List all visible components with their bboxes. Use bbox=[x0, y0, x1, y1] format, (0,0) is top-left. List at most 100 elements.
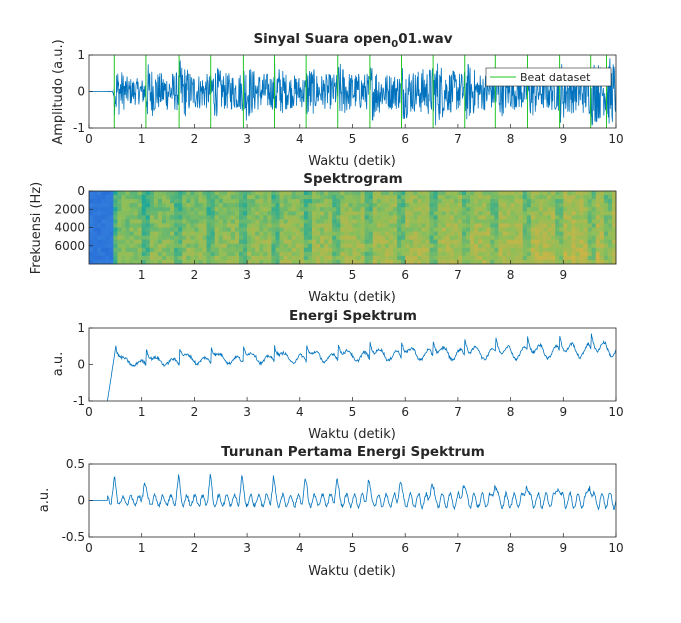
spectrogram-cell bbox=[348, 219, 353, 224]
spectrogram-cell bbox=[437, 247, 443, 253]
spectrogram-cell bbox=[364, 191, 370, 196]
spectrogram-cell bbox=[324, 195, 329, 200]
spectrogram-cell bbox=[145, 203, 151, 208]
spectrogram-cell bbox=[279, 247, 284, 253]
spectrogram-cell bbox=[145, 255, 151, 261]
spectrogram-cell bbox=[263, 199, 268, 204]
spectrogram-cell bbox=[133, 211, 139, 216]
spectrogram-cell bbox=[303, 207, 309, 212]
spectrogram-cell bbox=[437, 203, 443, 208]
spectrogram-cell bbox=[153, 231, 159, 237]
spectrogram-cell bbox=[543, 255, 548, 261]
spectrogram-cell bbox=[109, 215, 114, 220]
spectrogram-cell bbox=[332, 207, 337, 212]
spectrogram-cell bbox=[356, 247, 361, 253]
spectrogram-cell bbox=[93, 215, 98, 220]
spectrogram-cell bbox=[555, 219, 560, 224]
spectrogram-cell bbox=[611, 207, 617, 212]
derivative-plot bbox=[89, 473, 616, 511]
spectrogram-cell bbox=[530, 243, 536, 249]
energy-panel: Energi Spektrum 0 1 2 3 4 5 6 7 8 9 10-101 Waktu (… bbox=[51, 308, 624, 442]
spectrogram-cell bbox=[311, 207, 317, 212]
spectrogram-cell bbox=[457, 199, 463, 204]
spectrogram-cell bbox=[303, 223, 309, 228]
spectrogram-cell bbox=[121, 251, 126, 257]
legend-beat-label: Beat dataset bbox=[520, 71, 591, 84]
spectrogram-cell bbox=[530, 203, 536, 208]
spectrogram-cell bbox=[405, 231, 410, 237]
spectrogram-cell bbox=[498, 219, 503, 224]
spectrogram-cell bbox=[174, 231, 179, 237]
spectrogram-cell bbox=[121, 255, 126, 261]
spectrogram-cell bbox=[328, 203, 333, 208]
spectrogram-cell bbox=[393, 255, 398, 261]
spectrogram-cell bbox=[161, 223, 167, 228]
spectrogram-cell bbox=[336, 207, 341, 212]
spectrogram-cell bbox=[145, 243, 151, 249]
spectrogram-cell bbox=[571, 207, 576, 212]
spectrogram-cell bbox=[449, 239, 455, 245]
spectrogram-cell bbox=[445, 255, 451, 261]
spectrogram-cell bbox=[255, 231, 260, 237]
spectrogram-cell bbox=[551, 195, 556, 200]
spectrogram-cell bbox=[595, 239, 601, 245]
spectrogram-cell bbox=[388, 239, 394, 245]
spectrogram-cell bbox=[433, 215, 439, 220]
spectrogram-cell bbox=[611, 251, 617, 257]
spectrogram-cell bbox=[360, 235, 366, 241]
spectrogram-cell bbox=[263, 211, 268, 216]
spectrogram-cell bbox=[559, 235, 564, 241]
spectrogram-cell bbox=[538, 227, 544, 232]
spectrogram-cell bbox=[555, 227, 560, 232]
spectrogram-cell bbox=[478, 195, 483, 200]
spectrogram-cell bbox=[441, 223, 447, 228]
spectrogram-cell bbox=[336, 219, 341, 224]
spectrogram-cell bbox=[291, 191, 297, 196]
spectrogram-cell bbox=[611, 223, 617, 228]
spectrogram-cell bbox=[445, 231, 451, 237]
spectrogram-cell bbox=[599, 251, 605, 257]
spectrogram-cell bbox=[506, 247, 511, 253]
spectrogram-cell bbox=[214, 231, 220, 237]
spectrogram-cell bbox=[348, 243, 353, 249]
spectrogram-cell bbox=[259, 207, 264, 212]
spectrogram-cell bbox=[559, 227, 564, 232]
spectrogram-cell bbox=[93, 211, 98, 216]
spectrogram-cell bbox=[125, 191, 130, 196]
spectrogram-cell bbox=[267, 247, 272, 253]
spectrogram-cell bbox=[101, 195, 106, 200]
spectrogram-cell bbox=[109, 231, 114, 237]
spectrogram-cell bbox=[157, 199, 163, 204]
spectrogram-cell bbox=[198, 243, 203, 249]
spectrogram-cell bbox=[352, 199, 357, 204]
spectrogram-cell bbox=[129, 195, 134, 200]
spectrogram-cell bbox=[97, 247, 102, 253]
spectrogram-cell bbox=[397, 247, 402, 253]
spectrogram-cell bbox=[348, 227, 353, 232]
spectrogram-cell bbox=[170, 199, 175, 204]
spectrogram-cell bbox=[109, 199, 114, 204]
spectrogram-cell bbox=[137, 247, 143, 253]
spectrogram-cell bbox=[255, 255, 260, 261]
spectrogram-cell bbox=[243, 219, 248, 224]
spectrogram-cell bbox=[388, 199, 394, 204]
spectrogram-cell bbox=[336, 203, 341, 208]
spectrogram-cell bbox=[579, 231, 584, 237]
spectrogram-cell bbox=[247, 211, 252, 216]
spectrogram-cell bbox=[611, 219, 617, 224]
spectrogram-cell bbox=[413, 231, 418, 237]
spectrogram-cell bbox=[429, 223, 434, 228]
spectrogram-cell bbox=[279, 251, 284, 257]
spectrogram-cell bbox=[494, 215, 499, 220]
spectrogram-cell bbox=[226, 195, 232, 200]
spectrogram-cell bbox=[490, 203, 495, 208]
spectrogram-cell bbox=[157, 227, 163, 232]
spectrogram-cell bbox=[457, 207, 463, 212]
spectrogram-cell bbox=[364, 243, 370, 249]
spectrogram-cell bbox=[567, 239, 572, 245]
spectrogram-cell bbox=[129, 255, 134, 261]
spectrogram-cell bbox=[93, 219, 98, 224]
spectrogram-cell bbox=[449, 227, 455, 232]
spectrogram-cell bbox=[518, 231, 524, 237]
waveform-plot bbox=[89, 55, 616, 128]
